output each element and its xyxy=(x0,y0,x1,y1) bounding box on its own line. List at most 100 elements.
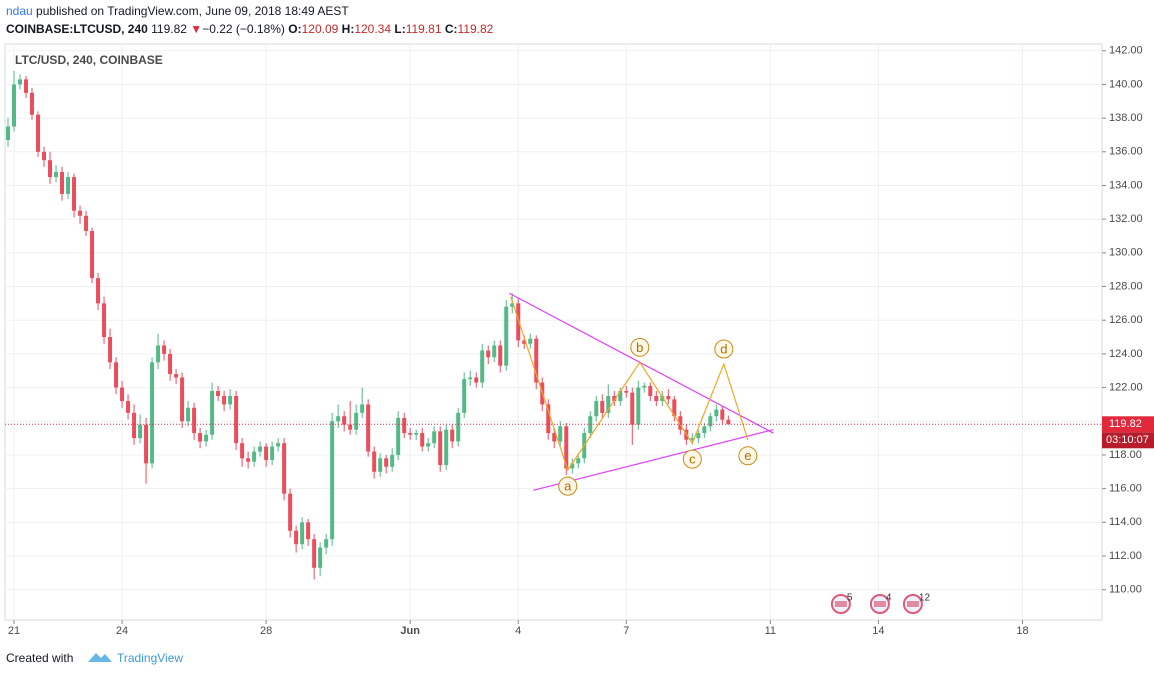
candle-body xyxy=(108,337,113,363)
change: −0.22 (−0.18%) xyxy=(202,22,285,36)
x-tick-label: 21 xyxy=(8,625,20,637)
wave-label-circle xyxy=(682,449,702,469)
candle-body xyxy=(78,210,83,216)
candle-body xyxy=(552,433,557,442)
candle-body xyxy=(84,215,89,231)
candle-body xyxy=(480,350,485,383)
brand[interactable]: TradingView xyxy=(117,651,183,665)
candle-body xyxy=(18,79,23,85)
candle-body xyxy=(726,419,731,425)
candle-body xyxy=(402,417,407,434)
candle-body xyxy=(48,160,53,178)
candle-body xyxy=(378,458,383,472)
candle-body xyxy=(60,172,65,194)
trend-line xyxy=(508,292,774,434)
candle-body xyxy=(714,409,719,417)
candle-body xyxy=(432,431,437,444)
candle-body xyxy=(306,522,311,540)
candle-body xyxy=(228,396,233,405)
event-count: 5 xyxy=(847,593,853,604)
x-tick-label: 11 xyxy=(765,625,776,637)
y-tick-label: 116.00 xyxy=(1109,483,1142,495)
x-tick-label: 28 xyxy=(260,625,272,637)
candle-body xyxy=(234,396,239,444)
y-tick-label: 126.00 xyxy=(1109,314,1143,326)
logo xyxy=(88,653,112,662)
chart-title: LTC/USD, 240, COINBASE xyxy=(15,53,163,67)
candle-body xyxy=(672,399,677,417)
candle-body xyxy=(192,407,197,434)
symbol: COINBASE:LTCUSD, 240 xyxy=(6,22,148,36)
candle-body xyxy=(408,433,413,435)
candle-body xyxy=(126,401,131,413)
plot: 110.00112.00114.00116.00118.00120.00122.… xyxy=(4,43,1154,637)
candle-body xyxy=(390,454,395,467)
high: 120.34 xyxy=(354,22,391,36)
candle-body xyxy=(414,433,419,435)
y-tick-label: 132.00 xyxy=(1109,213,1143,225)
x-tick-label: 24 xyxy=(116,625,128,637)
y-tick-label: 112.00 xyxy=(1109,550,1142,562)
candle-body xyxy=(624,390,629,393)
candle-body xyxy=(270,446,275,460)
candle-body xyxy=(30,92,35,115)
candle-body xyxy=(546,404,551,434)
candle-body xyxy=(570,463,575,469)
candle-body xyxy=(210,390,215,435)
candle-body xyxy=(438,431,443,466)
candle-body xyxy=(186,407,191,422)
wave-label: e xyxy=(744,448,751,463)
candle-body xyxy=(90,230,95,279)
candle-body xyxy=(666,396,671,400)
candle-body xyxy=(276,443,281,447)
candle-body xyxy=(360,404,365,413)
wave-label: d xyxy=(720,341,727,356)
y-tick-label: 118.00 xyxy=(1109,449,1142,461)
close: 119.82 xyxy=(458,22,494,36)
candle-body xyxy=(468,377,473,380)
candle-body xyxy=(216,390,221,396)
y-tick-label: 124.00 xyxy=(1109,348,1143,360)
x-tick-label: 18 xyxy=(1016,625,1028,637)
candle-body xyxy=(246,458,251,462)
candle-body xyxy=(504,306,509,366)
candle-body xyxy=(348,424,353,430)
candle-body xyxy=(498,345,503,366)
candle-body xyxy=(150,362,155,464)
y-tick-label: 142.00 xyxy=(1109,45,1143,57)
candle-body xyxy=(114,362,119,388)
candle-body xyxy=(252,451,257,462)
candle-body xyxy=(648,385,653,396)
low: 119.81 xyxy=(406,22,442,36)
author[interactable]: ndau xyxy=(6,4,33,18)
candle-body xyxy=(54,172,59,178)
candle-body xyxy=(636,387,641,425)
y-tick-label: 140.00 xyxy=(1109,78,1143,90)
candle-body xyxy=(654,396,659,402)
candle-body xyxy=(330,421,335,540)
candle-body xyxy=(426,443,431,447)
candle-body xyxy=(708,416,713,427)
candle-body xyxy=(612,396,617,402)
header-line: ndau published on TradingView.com, June … xyxy=(6,4,349,18)
x-tick-label: 14 xyxy=(872,625,884,637)
candle-body xyxy=(690,438,695,440)
candle-body xyxy=(282,443,287,494)
candle-body xyxy=(264,446,269,460)
candle-body xyxy=(396,417,401,455)
candle-body xyxy=(294,530,299,545)
candle-body xyxy=(72,177,77,211)
x-tick-label: Jun xyxy=(400,625,420,637)
y-tick-label: 136.00 xyxy=(1109,146,1143,158)
candle-body xyxy=(618,390,623,402)
last-price-box xyxy=(1102,416,1154,433)
event-count: 12 xyxy=(919,593,931,604)
created-with: Created with xyxy=(6,651,73,665)
ohlc-line: COINBASE:LTCUSD, 240 119.82 ▼−0.22 (−0.1… xyxy=(6,22,494,36)
candle-body xyxy=(354,412,359,430)
candle-body xyxy=(696,433,701,439)
wave-label-circle xyxy=(558,476,578,496)
candle-body xyxy=(168,353,173,375)
candle-body xyxy=(6,126,11,140)
